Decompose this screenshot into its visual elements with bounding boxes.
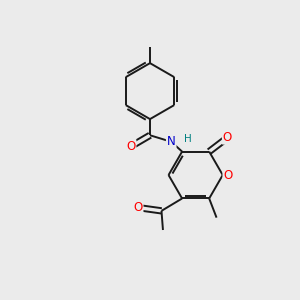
Text: O: O <box>133 201 142 214</box>
Text: O: O <box>126 140 136 153</box>
Text: N: N <box>167 135 176 148</box>
Text: H: H <box>184 134 191 144</box>
Text: O: O <box>223 130 232 144</box>
Text: O: O <box>224 169 233 182</box>
